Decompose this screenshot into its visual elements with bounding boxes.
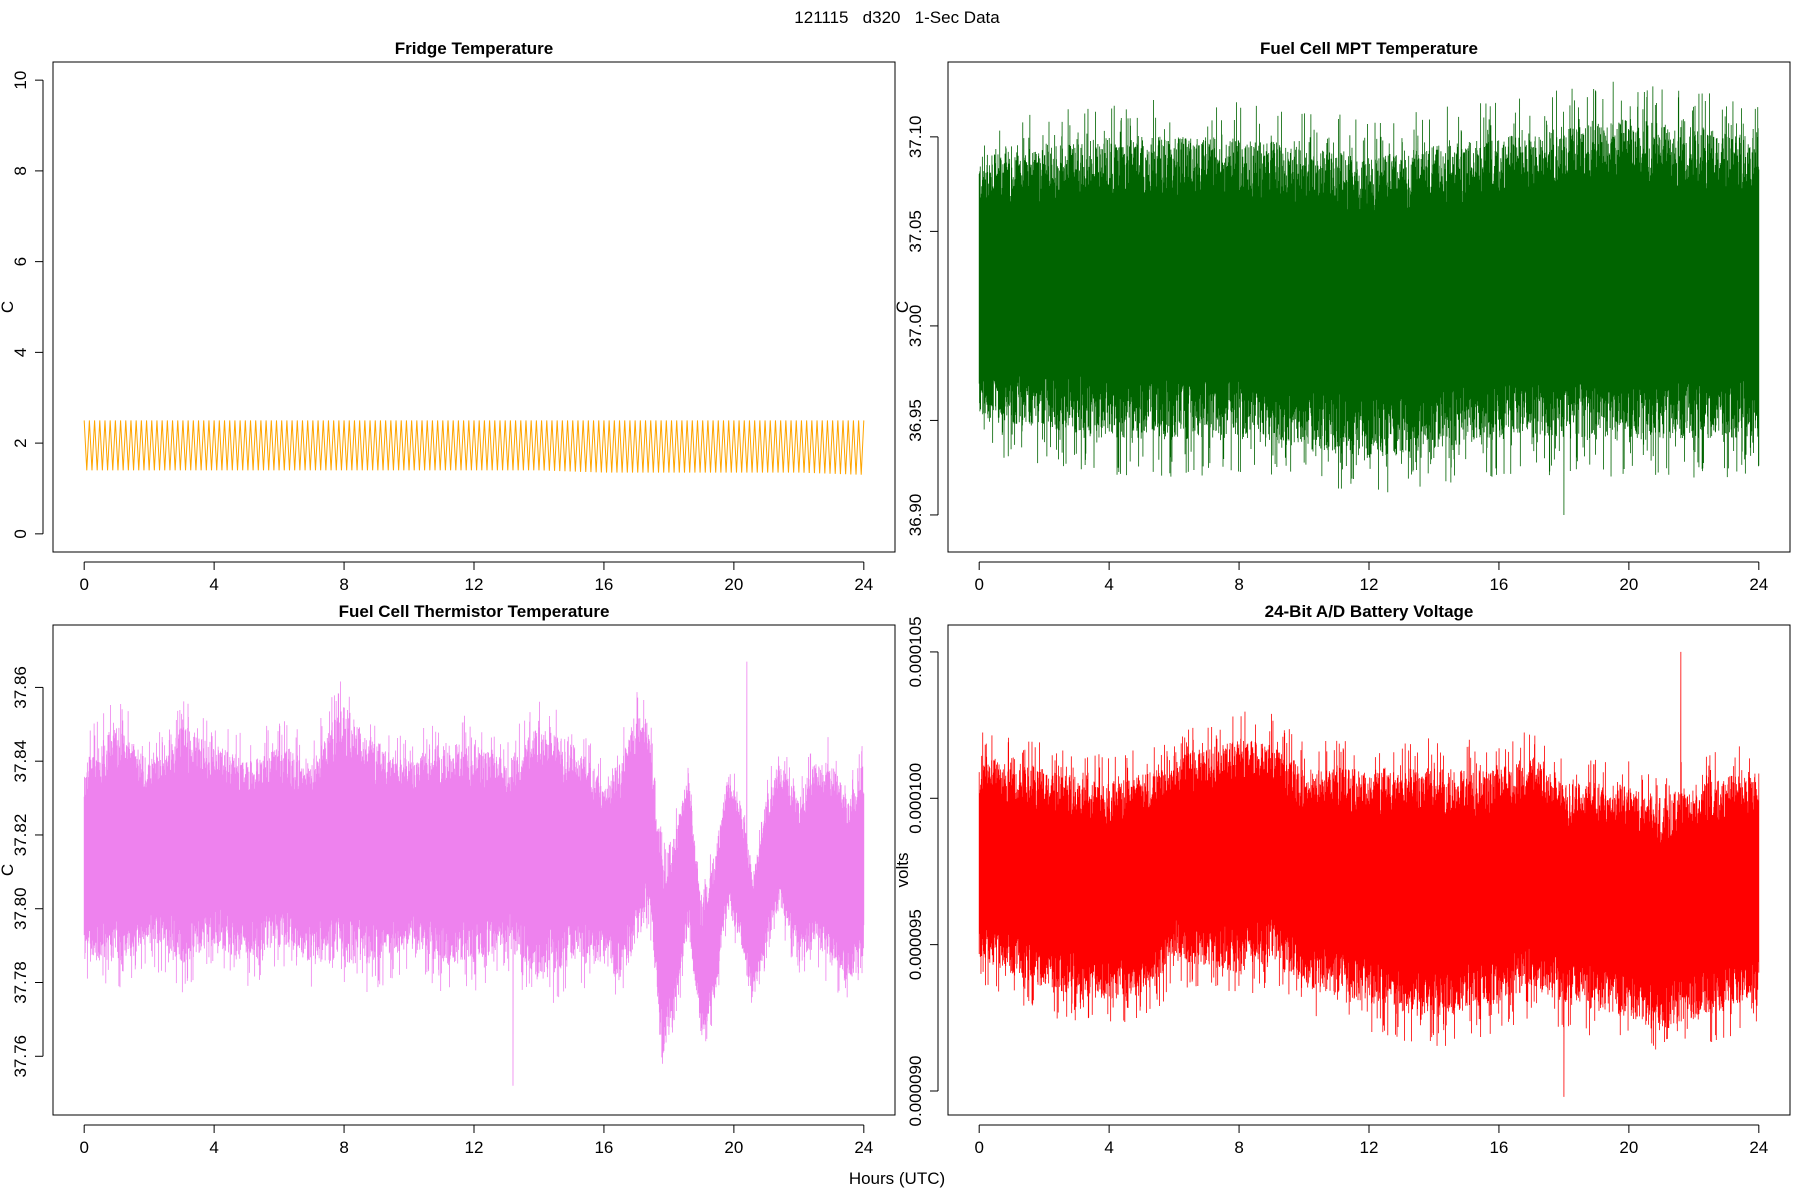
battery-voltage-x-tick-label: 12 bbox=[1360, 1138, 1379, 1157]
fuel-cell-mpt-temperature-x-tick-label: 8 bbox=[1234, 575, 1243, 594]
fridge-temperature-y-tick-label: 4 bbox=[11, 348, 30, 357]
fridge-temperature-x-tick-label: 12 bbox=[465, 575, 484, 594]
fuel-cell-thermistor-temperature-x-tick-label: 24 bbox=[854, 1138, 873, 1157]
fridge-temperature-y-tick-label: 10 bbox=[11, 71, 30, 90]
battery-voltage-y-tick-label: 0.000090 bbox=[906, 1056, 925, 1127]
fuel-cell-thermistor-temperature-x-tick-label: 0 bbox=[79, 1138, 88, 1157]
fuel-cell-mpt-temperature-y-tick-label: 37.00 bbox=[906, 305, 925, 348]
fuel-cell-thermistor-temperature-y-tick-label: 37.82 bbox=[11, 814, 30, 857]
battery-voltage-y-tick-label: 0.000100 bbox=[906, 763, 925, 834]
fuel-cell-mpt-temperature-y-tick-label: 37.10 bbox=[906, 116, 925, 159]
fridge-temperature-x-tick-label: 8 bbox=[339, 575, 348, 594]
fuel-cell-mpt-temperature-x-tick-label: 0 bbox=[974, 575, 983, 594]
battery-voltage-panel: 24-Bit A/D Battery Voltage 0 4 8 12 16 20 24 0.0… bbox=[893, 602, 1791, 1157]
fuel-cell-thermistor-temperature-x-tick-label: 4 bbox=[209, 1138, 218, 1157]
battery-voltage-y-axis-label: volts bbox=[893, 853, 912, 888]
fuel-cell-mpt-temperature-x-tick-label: 24 bbox=[1749, 575, 1768, 594]
fuel-cell-mpt-temperature-x-tick-label: 12 bbox=[1360, 575, 1379, 594]
fridge-temperature-title: Fridge Temperature bbox=[395, 39, 553, 58]
fuel-cell-thermistor-temperature-y-tick-label: 37.84 bbox=[11, 740, 30, 783]
battery-voltage-x-tick-label: 20 bbox=[1619, 1138, 1638, 1157]
battery-voltage-x-tick-label: 4 bbox=[1104, 1138, 1113, 1157]
fuel-cell-thermistor-temperature-panel: Fuel Cell Thermistor Temperature 0 4 8 12 16 2… bbox=[0, 602, 896, 1157]
fuel-cell-thermistor-temperature-x-tick-label: 12 bbox=[465, 1138, 484, 1157]
fridge-temperature-y-tick-label: 8 bbox=[11, 166, 30, 175]
fuel-cell-thermistor-temperature-series-trace bbox=[83, 661, 865, 1086]
fuel-cell-mpt-temperature-series-core bbox=[979, 231, 1759, 345]
fuel-cell-mpt-temperature-y-tick-label: 36.95 bbox=[906, 399, 925, 442]
fridge-temperature-x-tick-label: 0 bbox=[79, 575, 88, 594]
fridge-temperature-y-tick-label: 6 bbox=[11, 257, 30, 266]
fuel-cell-thermistor-temperature-y-tick-label: 37.86 bbox=[11, 666, 30, 709]
fuel-cell-mpt-temperature-title: Fuel Cell MPT Temperature bbox=[1260, 39, 1478, 58]
fuel-cell-mpt-temperature-x-tick-label: 4 bbox=[1104, 575, 1113, 594]
battery-voltage-series-trace bbox=[978, 651, 1760, 1097]
fridge-temperature-y-tick-label: 0 bbox=[11, 529, 30, 538]
fuel-cell-mpt-temperature-y-tick-label: 37.05 bbox=[906, 210, 925, 253]
fridge-temperature-x-tick-label: 20 bbox=[724, 575, 743, 594]
panels: Fridge Temperature048121620240246810CFue… bbox=[0, 39, 1791, 1157]
fuel-cell-thermistor-temperature-y-tick-label: 37.76 bbox=[11, 1035, 30, 1078]
battery-voltage-plot-frame bbox=[947, 624, 1791, 1116]
fridge-temperature-series-line bbox=[83, 420, 865, 475]
figure-title: 121115 d320 1-Sec Data bbox=[794, 8, 1000, 27]
fuel-cell-thermistor-temperature-y-tick-label: 37.78 bbox=[11, 961, 30, 1004]
battery-voltage-x-tick-label: 24 bbox=[1749, 1138, 1768, 1157]
fuel-cell-mpt-temperature-y-axis-label: C bbox=[893, 301, 912, 313]
figure-x-axis-label: Hours (UTC) bbox=[849, 1169, 945, 1188]
fuel-cell-thermistor-temperature-y-tick-label: 37.80 bbox=[11, 887, 30, 930]
fuel-cell-mpt-temperature-x-tick-label: 16 bbox=[1489, 575, 1508, 594]
fuel-cell-thermistor-temperature-x-tick-label: 16 bbox=[594, 1138, 613, 1157]
fuel-cell-thermistor-temperature-x-tick-label: 8 bbox=[339, 1138, 348, 1157]
battery-voltage-title: 24-Bit A/D Battery Voltage bbox=[1265, 602, 1474, 621]
fuel-cell-mpt-temperature-y-tick-label: 36.90 bbox=[906, 494, 925, 537]
battery-voltage-x-tick-label: 16 bbox=[1489, 1138, 1508, 1157]
fuel-cell-thermistor-temperature-x-tick-label: 20 bbox=[724, 1138, 743, 1157]
fuel-cell-thermistor-temperature-y-axis-label: C bbox=[0, 864, 17, 876]
battery-voltage-x-tick-label: 8 bbox=[1234, 1138, 1243, 1157]
fuel-cell-mpt-temperature-plot-frame bbox=[947, 61, 1791, 553]
fridge-temperature-x-tick-label: 24 bbox=[854, 575, 873, 594]
fuel-cell-thermistor-temperature-title: Fuel Cell Thermistor Temperature bbox=[339, 602, 610, 621]
fridge-temperature-plot-frame bbox=[52, 61, 896, 553]
battery-voltage-y-tick-label: 0.000105 bbox=[906, 616, 925, 687]
fuel-cell-mpt-temperature-panel: Fuel Cell MPT Temperature 0 4 8 12 16 20 24 36.9… bbox=[893, 39, 1791, 594]
fuel-cell-thermistor-temperature-plot-frame bbox=[52, 624, 896, 1116]
fridge-temperature-x-tick-label: 16 bbox=[594, 575, 613, 594]
battery-voltage-x-tick-label: 0 bbox=[974, 1138, 983, 1157]
fuel-cell-mpt-temperature-x-tick-label: 20 bbox=[1619, 575, 1638, 594]
fridge-temperature-y-axis-label: C bbox=[0, 301, 17, 313]
fridge-temperature-y-tick-label: 2 bbox=[11, 438, 30, 447]
fridge-temperature-panel: Fridge Temperature048121620240246810C bbox=[0, 39, 896, 594]
battery-voltage-y-tick-label: 0.000095 bbox=[906, 909, 925, 980]
fridge-temperature-x-tick-label: 4 bbox=[209, 575, 218, 594]
